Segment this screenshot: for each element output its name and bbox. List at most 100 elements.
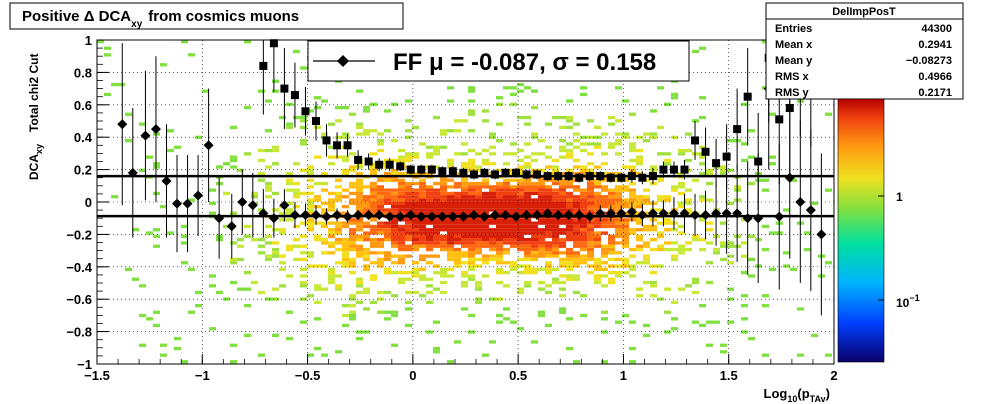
heatmap-cell [391, 254, 398, 258]
heatmap-cell [349, 218, 356, 222]
heatmap-cell [461, 152, 468, 156]
heatmap-cell [510, 238, 517, 242]
heatmap-cell [349, 238, 356, 242]
heatmap-cell [531, 221, 538, 225]
y-tick-label: −0.6 [66, 292, 92, 307]
heatmap-cell [524, 218, 531, 222]
heatmap-cell [699, 145, 706, 149]
heatmap-cell [531, 251, 538, 255]
heatmap-cell [447, 241, 454, 245]
heatmap-cell [272, 247, 279, 252]
heatmap-cell [111, 82, 118, 87]
heatmap-cell [650, 109, 657, 113]
heatmap-cell [328, 231, 335, 235]
heatmap-cell [545, 323, 552, 328]
heatmap-cell [545, 244, 552, 248]
heatmap-cell [328, 271, 335, 275]
heatmap-cell [335, 178, 342, 182]
heatmap-cell [370, 152, 377, 156]
heatmap-cell [349, 313, 356, 318]
heatmap-cell [678, 205, 685, 209]
heatmap-cell [363, 221, 370, 225]
heatmap-cell [279, 267, 286, 271]
heatmap-cell [475, 247, 482, 252]
heatmap-cell [370, 102, 377, 106]
heatmap-cell [503, 221, 510, 225]
heatmap-cell [475, 251, 482, 255]
heatmap-cell [594, 261, 601, 265]
heatmap-cell [433, 238, 440, 242]
heatmap-cell [797, 353, 804, 357]
square-marker [754, 157, 763, 166]
heatmap-cell [335, 191, 342, 196]
heatmap-cell [482, 254, 489, 258]
heatmap-cell [160, 343, 167, 347]
heatmap-cell [580, 86, 587, 90]
heatmap-cell [258, 172, 265, 176]
heatmap-cell [377, 257, 384, 262]
heatmap-cell [356, 254, 363, 258]
heatmap-cell [629, 112, 636, 116]
heatmap-cell [412, 191, 419, 196]
heatmap-cell [440, 201, 447, 205]
heatmap-cell [545, 261, 552, 265]
heatmap-cell [475, 287, 482, 291]
heatmap-cell [608, 198, 615, 202]
heatmap-cell [580, 244, 587, 248]
heatmap-cell [454, 181, 461, 186]
heatmap-cell [664, 218, 671, 222]
heatmap-cell [615, 208, 622, 212]
heatmap-cell [531, 228, 538, 232]
heatmap-cell [601, 267, 608, 271]
heatmap-cell [545, 165, 552, 169]
heatmap-cell [447, 158, 454, 163]
heatmap-cell [804, 247, 811, 252]
heatmap-cell [657, 244, 664, 248]
diamond-marker [342, 211, 353, 222]
heatmap-cell [636, 261, 643, 265]
diamond-marker [542, 208, 553, 219]
heatmap-cell [615, 241, 622, 245]
heatmap-cell [496, 231, 503, 235]
heatmap-cell [405, 323, 412, 328]
heatmap-cell [825, 353, 832, 357]
heatmap-cell [433, 320, 440, 324]
heatmap-cell [307, 201, 314, 205]
heatmap-cell [531, 152, 538, 156]
heatmap-cell [384, 290, 391, 295]
heatmap-cell [727, 254, 734, 258]
heatmap-cell [356, 218, 363, 222]
heatmap-cell [426, 201, 433, 205]
heatmap-cell [454, 211, 461, 215]
heatmap-cell [587, 135, 594, 139]
heatmap-cell [223, 191, 230, 196]
heatmap-cell [426, 277, 433, 281]
heatmap-cell [447, 360, 454, 364]
heatmap-cell [377, 205, 384, 209]
heatmap-cell [370, 208, 377, 212]
heatmap-cell [279, 254, 286, 258]
heatmap-cell [559, 294, 566, 298]
heatmap-cell [496, 139, 503, 143]
heatmap-cell [720, 350, 727, 354]
heatmap-cell [741, 294, 748, 298]
heatmap-cell [377, 228, 384, 232]
heatmap-cell [391, 294, 398, 298]
heatmap-cell [440, 132, 447, 136]
heatmap-cell [769, 162, 776, 166]
heatmap-cell [496, 102, 503, 106]
heatmap-cell [587, 195, 594, 199]
heatmap-cell [510, 191, 517, 196]
heatmap-cell [566, 221, 573, 225]
heatmap-cell [650, 294, 657, 298]
heatmap-cell [762, 224, 769, 229]
heatmap-cell [391, 261, 398, 265]
heatmap-cell [258, 290, 265, 295]
heatmap-cell [433, 205, 440, 209]
heatmap-cell [706, 168, 713, 172]
diamond-marker [150, 124, 161, 135]
heatmap-cell [468, 86, 475, 90]
heatmap-cell [426, 218, 433, 222]
heatmap-cell [314, 125, 321, 130]
heatmap-cell [825, 188, 832, 192]
